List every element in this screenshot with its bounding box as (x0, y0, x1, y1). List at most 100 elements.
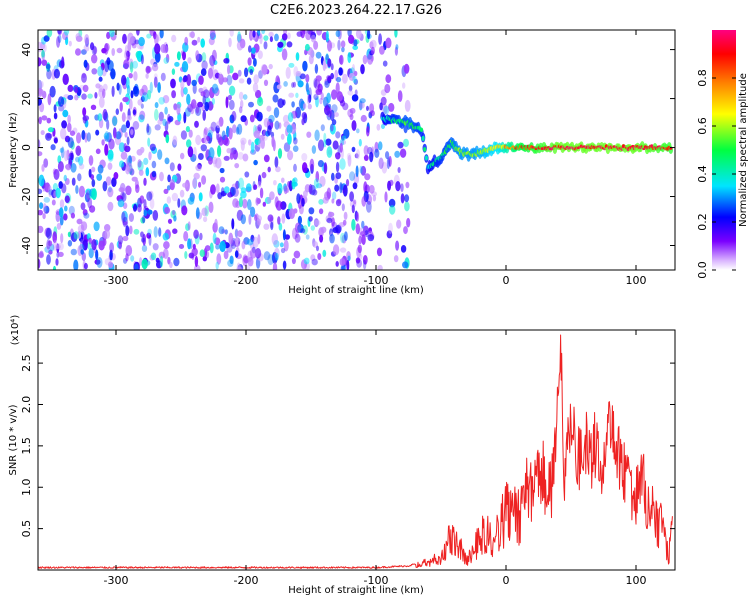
heatmap-noise-cell (111, 177, 117, 188)
heatmap-cells (38, 30, 673, 270)
heatmap-noise-cell (379, 102, 383, 111)
heatmap-noise-cell (359, 98, 366, 104)
heatmap-noise-cell (332, 140, 339, 150)
heatmap-noise-cell (237, 31, 242, 43)
heatmap-noise-cell (395, 181, 401, 192)
heatmap-noise-cell (52, 231, 57, 244)
heatmap-noise-cell (204, 245, 211, 252)
heatmap-noise-cell (242, 94, 248, 100)
heatmap-noise-cell (102, 108, 108, 121)
heatmap-noise-cell (118, 187, 125, 193)
heatmap-noise-cell (125, 120, 130, 129)
heatmap-noise-cell (284, 234, 290, 240)
heatmap-noise-cell (186, 93, 191, 105)
heatmap-noise-cell (223, 250, 229, 260)
heatmap-noise-cell (149, 143, 156, 151)
heatmap-noise-cell (39, 202, 44, 210)
heatmap-noise-cell (91, 188, 97, 201)
heatmap-noise-cell (125, 164, 131, 175)
heatmap-trace-cell (423, 147, 427, 152)
heatmap-noise-cell (115, 108, 120, 115)
heatmap-noise-cell (96, 173, 103, 181)
heatmap-noise-cell (155, 257, 160, 263)
heatmap-noise-cell (38, 87, 43, 97)
heatmap-noise-cell (132, 120, 140, 130)
heatmap-noise-cell (80, 249, 84, 255)
heatmap-noise-cell (56, 36, 61, 48)
heatmap-noise-cell (363, 145, 369, 156)
heatmap-noise-cell (56, 222, 62, 230)
heatmap-noise-cell (325, 54, 329, 61)
heatmap-noise-cell (43, 44, 47, 52)
heatmap-noise-cell (216, 134, 222, 143)
heatmap-noise-cell (84, 34, 90, 45)
heatmap-noise-cell (360, 64, 365, 75)
heatmap-noise-cell (93, 46, 98, 55)
heatmap-noise-cell (53, 169, 60, 180)
heatmap-noise-cell (147, 209, 153, 215)
heatmap-noise-cell (349, 107, 356, 114)
heatmap-noise-cell (121, 210, 128, 222)
heatmap-noise-cell (318, 208, 324, 215)
heatmap-noise-cell (341, 46, 345, 53)
heatmap-noise-cell (288, 62, 295, 68)
heatmap-noise-cell (208, 37, 215, 46)
heatmap-noise-cell (338, 222, 346, 228)
heatmap-noise-cell (105, 176, 112, 186)
heatmap-noise-cell (139, 110, 146, 121)
heatmap-noise-cell (261, 30, 266, 35)
heatmap-noise-cell (347, 52, 352, 64)
heatmap-noise-cell (210, 61, 215, 72)
heatmap-noise-cell (202, 109, 206, 121)
heatmap-noise-cell (91, 239, 97, 251)
colorbar-gradient (712, 30, 736, 270)
heatmap-noise-cell (77, 173, 82, 182)
heatmap-noise-cell (208, 147, 215, 159)
heatmap-noise-cell (150, 252, 157, 261)
heatmap-noise-cell (318, 199, 324, 205)
heatmap-noise-cell (349, 200, 357, 208)
heatmap-noise-cell (88, 168, 92, 178)
heatmap-noise-cell (268, 63, 273, 70)
heatmap-noise-cell (287, 112, 294, 123)
heatmap-noise-cell (247, 256, 254, 267)
heatmap-noise-cell (102, 181, 108, 192)
heatmap-noise-cell (130, 129, 134, 135)
heatmap-noise-cell (80, 202, 86, 211)
heatmap-noise-cell (274, 120, 280, 130)
heatmap-noise-cell (351, 204, 355, 214)
heatmap-noise-cell (228, 37, 232, 48)
heatmap-noise-cell (67, 114, 71, 124)
heatmap-noise-cell (352, 76, 357, 83)
heatmap-noise-cell (370, 46, 375, 55)
heatmap-noise-cell (400, 183, 404, 193)
heatmap-noise-cell (366, 126, 370, 137)
heatmap-noise-cell (275, 200, 283, 211)
heatmap-noise-cell (339, 182, 343, 194)
heatmap-noise-cell (159, 255, 164, 268)
heatmap-noise-cell (213, 159, 218, 168)
y-tick-label: 2.0 (20, 396, 33, 414)
heatmap-noise-cell (229, 255, 234, 265)
heatmap-noise-cell (242, 153, 249, 162)
heatmap-noise-cell (335, 224, 342, 234)
heatmap-noise-cell (281, 177, 285, 183)
heatmap-noise-cell (273, 180, 277, 186)
heatmap-noise-cell (69, 150, 74, 160)
heatmap-noise-cell (244, 67, 249, 78)
heatmap-noise-cell (216, 121, 221, 129)
heatmap-noise-cell (106, 57, 111, 66)
heatmap-noise-cell (74, 86, 79, 94)
heatmap-noise-cell (263, 251, 271, 261)
heatmap-noise-cell (263, 117, 270, 128)
heatmap-noise-cell (294, 233, 301, 243)
heatmap-noise-cell (151, 170, 157, 178)
heatmap-noise-cell (209, 30, 216, 39)
heatmap-noise-cell (232, 198, 239, 208)
heatmap-noise-cell (299, 73, 306, 80)
heatmap-noise-cell (46, 238, 51, 250)
heatmap-noise-cell (326, 110, 332, 121)
heatmap-noise-cell (308, 94, 312, 103)
heatmap-noise-cell (165, 53, 170, 64)
heatmap-noise-cell (347, 108, 354, 118)
